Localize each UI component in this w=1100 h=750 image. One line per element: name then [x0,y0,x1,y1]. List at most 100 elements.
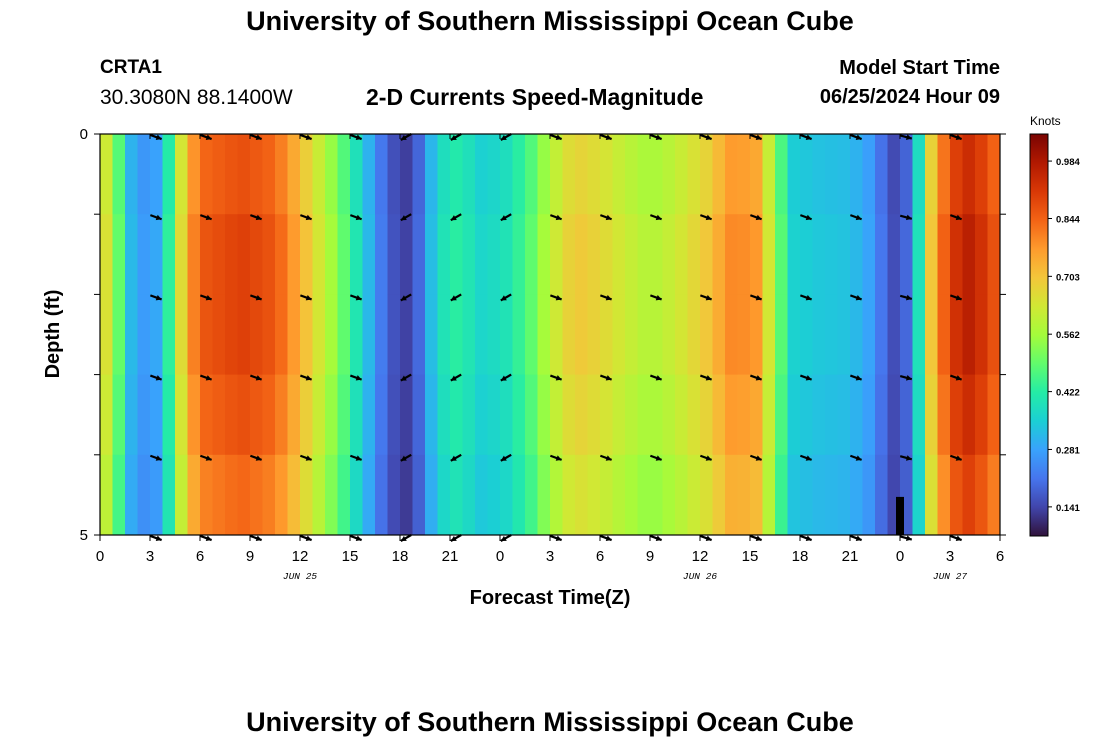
heatmap-cell [412,294,426,376]
heatmap-cell [862,294,876,376]
heatmap-cell [812,134,826,215]
heatmap-cell [537,294,551,376]
heatmap-cell [875,214,889,295]
heatmap-cell [800,374,814,456]
colorbar-tick-label: 0.703 [1056,272,1080,283]
heatmap-cell [425,214,439,295]
heatmap-cell [937,134,951,215]
heatmap-cell [925,134,939,215]
heatmap-cell [225,134,239,215]
heatmap-cell [112,294,126,376]
heatmap-cell [962,374,976,456]
heatmap-cell [837,214,851,295]
heatmap-cell [300,294,314,376]
current-vector-arrow [899,374,913,381]
heatmap-cell [487,454,501,535]
heatmap-cell [850,374,864,456]
current-vector-arrow [299,454,313,461]
heatmap-cell [925,454,939,535]
current-vector-arrow [699,534,713,542]
heatmap-cell [925,214,939,295]
heatmap-cell [112,374,126,456]
current-vector-arrow [649,374,663,381]
heatmap-cell [775,294,789,376]
current-vector-arrow [450,293,462,302]
heatmap-cell [100,214,114,295]
heatmap-cell [125,294,139,376]
x-tick-label: 0 [496,548,504,565]
heatmap-cell [812,214,826,295]
heatmap-cell [237,134,251,215]
heatmap-cell [637,134,651,215]
heatmap-cell [962,214,976,295]
heatmap-cell [462,374,476,456]
heatmap-cell [462,294,476,376]
heatmap-cell [387,454,401,535]
heatmap-cell [337,294,351,376]
heatmap-cell [962,294,976,376]
current-vector-arrow [349,214,363,221]
heatmap-cell [362,294,376,376]
current-vector-arrow [349,294,363,301]
heatmap-cell [450,294,464,376]
heatmap-cell [887,294,901,376]
heatmap-cell [437,294,451,376]
x-tick-label: 0 [96,548,104,565]
heatmap-cell [762,374,776,456]
colorbar-tick-label: 0.422 [1056,388,1080,399]
heatmap-cell [187,374,201,456]
current-vector-arrow [549,133,563,141]
current-vector-arrow [849,294,863,301]
heatmap-cell [225,294,239,376]
heatmap-cell [637,214,651,295]
current-vector-arrow [699,294,713,301]
current-vector-arrow [899,455,913,461]
heatmap-cell [212,294,226,376]
heatmap-cell [275,294,289,376]
heatmap-cell [362,374,376,456]
heatmap-cell [275,454,289,535]
heatmap-cell [575,214,589,295]
heatmap-cell [700,214,714,295]
current-vector-arrow [649,214,663,221]
heatmap-cell [712,134,726,215]
current-vector-arrow [649,454,663,461]
x-tick-label: 9 [646,548,654,565]
chart-subtitle: 2-D Currents Speed-Magnitude [366,84,704,110]
heatmap-cell [412,454,426,535]
x-tick-label: 9 [246,548,254,565]
heatmap-cell [662,294,676,376]
heatmap-cell [737,214,751,295]
heatmap-cell [600,214,614,295]
current-vector-arrow [500,534,512,542]
heatmap-cell [700,294,714,376]
current-vector-arrow [749,294,763,301]
heatmap-cell [350,454,364,535]
current-vector-arrow [400,453,412,462]
heatmap-cell [150,214,164,295]
current-vector-arrow [799,133,813,141]
current-vector-arrow [450,534,462,542]
heatmap-cell [950,374,964,456]
heatmap-cell [387,374,401,456]
heatmap-cell [812,374,826,456]
heatmap-cell [175,454,189,535]
heatmap-cell [800,134,814,215]
heatmap-cell [812,294,826,376]
x-tick-label: 6 [596,548,604,565]
heatmap-cell [312,374,326,456]
colorbar-tick-label: 0.281 [1056,445,1080,456]
current-vector-arrow [149,454,163,461]
y-tick-label: 0 [80,126,88,143]
heatmap-cell [462,134,476,215]
x-tick-label: 18 [392,548,409,565]
current-vector-arrow [799,294,813,301]
heatmap-cell [787,134,801,215]
heatmap-cell [887,214,901,295]
heatmap-cell [750,454,764,535]
heatmap-cell [712,214,726,295]
heatmap-cell [825,294,839,376]
speed-heatmap-chart: 0 3 6 9 12 15 18 21 0 3 6 9 12 15 18 21 0 3 6 JUN 25 JUN 26 J… [42,114,1080,609]
current-vector-arrow [549,294,563,301]
heatmap-cell [212,214,226,295]
